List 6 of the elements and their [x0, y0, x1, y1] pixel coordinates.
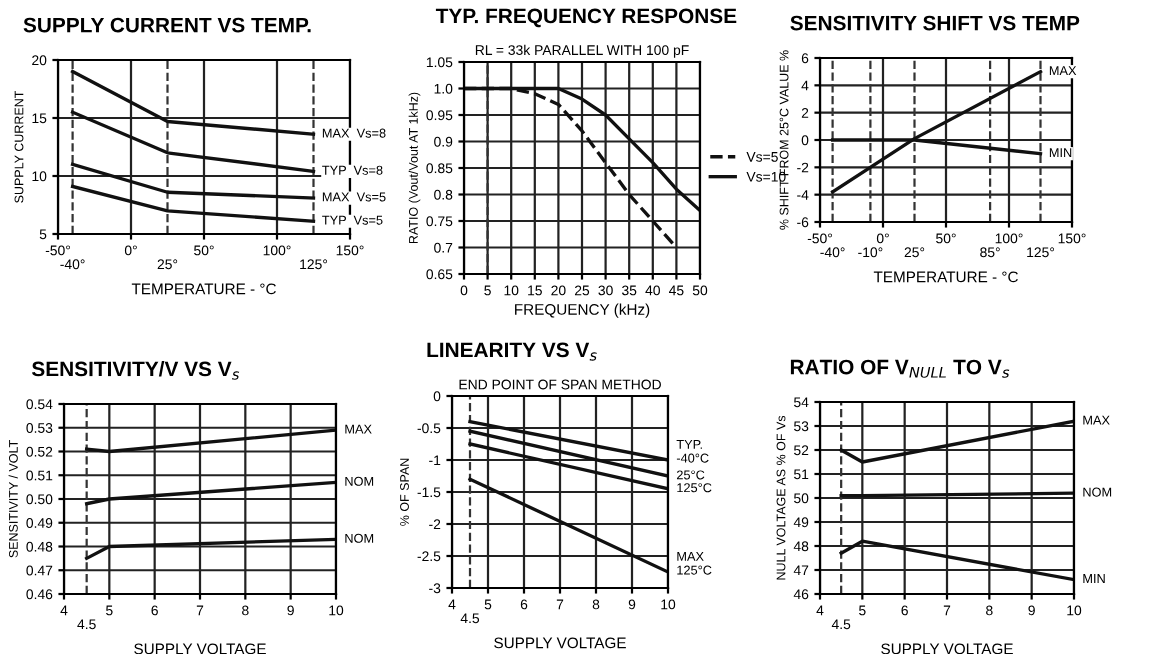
chart-title: SUPPLY CURRENT VS TEMP.	[23, 17, 311, 33]
chart-title: SENSITIVITY SHIFT VS TEMP	[790, 15, 1080, 31]
chart-title: RATIO OF V$_{NULL}$ TO V$_{s}$	[790, 359, 1010, 378]
chart-title: TYP. FREQUENCY RESPONSE	[435, 8, 737, 28]
chart-title: SENSITIVITY/V VS V$_{s}$	[31, 361, 240, 380]
chart-title: LINEARITY VS V$_{s}$	[427, 342, 597, 361]
